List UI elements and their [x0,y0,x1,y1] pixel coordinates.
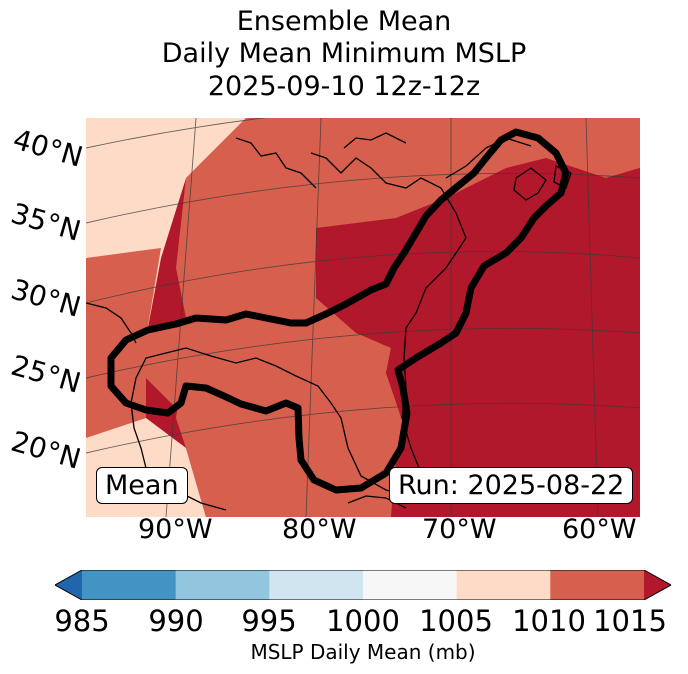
title-line-1: Ensemble Mean [236,6,452,37]
mean-contour [107,128,570,494]
colorbar-swatch-990-995 [175,570,270,600]
colorbar-tick-985: 985 [54,604,110,638]
lat-label-35: 35°N [7,196,85,248]
mean-label-box: Mean [96,467,188,504]
region-1015-plus [316,158,640,517]
lon-label-90w: 90°W [138,514,213,545]
region-1010-1015-gulf [106,313,396,517]
title-line-3: 2025-09-10 12z-12z [207,71,481,102]
colorbar-tick-1000: 1000 [326,604,400,638]
lat-label-25: 25°N [7,348,85,400]
title-line-2: Daily Mean Minimum MSLP [161,38,527,69]
colorbar-swatch-1010-1015 [550,570,645,600]
colorbar [55,570,671,600]
colorbar-tick-1015: 1015 [593,604,667,638]
map-graphics [86,118,640,517]
colorbar-tick-990: 990 [148,604,204,638]
colorbar-over-arrow [644,570,671,600]
colorbar-tick-995: 995 [241,604,297,638]
colorbar-swatch-1000-1005 [363,570,458,600]
lon-label-70w: 70°W [422,514,497,545]
colorbar-tick-1010: 1010 [512,604,586,638]
colorbar-swatch-985-990 [82,570,177,600]
colorbar-under-arrow [55,570,82,600]
colorbar-swatch-995-1000 [269,570,364,600]
lat-label-40: 40°N [9,122,87,174]
map-panel [86,118,640,517]
colorbar-label: MSLP Daily Mean (mb) [250,640,476,664]
lon-label-60w: 60°W [562,514,637,545]
run-date-label-box: Run: 2025-08-22 [389,467,634,504]
lat-label-30: 30°N [7,272,85,324]
colorbar-tick-1005: 1005 [419,604,493,638]
lon-label-80w: 80°W [282,514,357,545]
lat-label-20: 20°N [7,424,85,476]
colorbar-swatch-1005-1010 [456,570,551,600]
